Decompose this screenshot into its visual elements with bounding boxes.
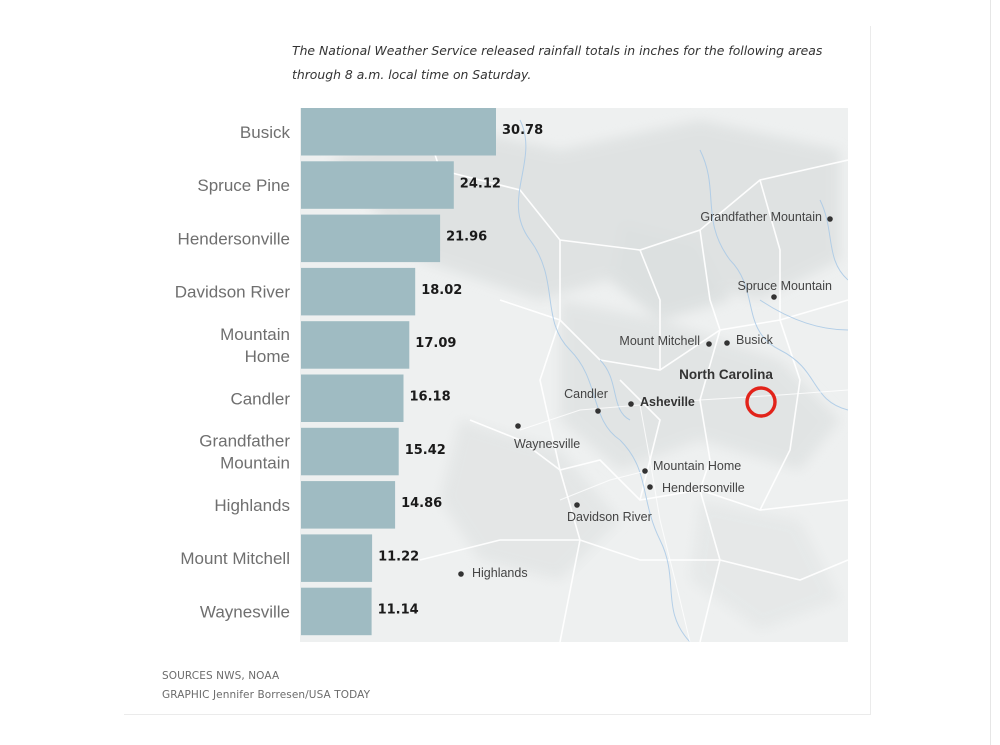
value-label: 21.96 bbox=[446, 230, 487, 245]
map-dot bbox=[706, 341, 712, 347]
value-label: 16.18 bbox=[410, 390, 451, 405]
rivers bbox=[517, 119, 848, 642]
bar bbox=[301, 481, 396, 529]
category-label: Waynesville bbox=[200, 603, 290, 622]
map-dot bbox=[647, 484, 653, 490]
map-dot bbox=[724, 340, 730, 346]
map-label-waynesville: Waynesville bbox=[514, 437, 580, 451]
category-label: Mountain bbox=[220, 325, 290, 344]
value-labels: 30.78 24.12 21.96 18.02 17.09 16.18 15.42 14.86… bbox=[378, 123, 544, 618]
category-label: Mount Mitchell bbox=[180, 549, 290, 568]
map-label-hendersonville: Hendersonville bbox=[662, 481, 745, 495]
map-label-mountain-home: Mountain Home bbox=[653, 459, 741, 473]
map-label-highlands: Highlands bbox=[472, 566, 528, 580]
map-dot bbox=[771, 294, 777, 300]
category-label: Davidson River bbox=[175, 283, 291, 302]
value-label: 24.12 bbox=[460, 176, 501, 191]
category-label: Spruce Pine bbox=[197, 176, 290, 195]
map-dot bbox=[827, 216, 833, 222]
bar bbox=[301, 374, 404, 422]
map-label-davidson-river: Davidson River bbox=[567, 510, 652, 524]
map-dot bbox=[515, 423, 521, 429]
map-label-busick: Busick bbox=[736, 333, 774, 347]
map-dot bbox=[574, 502, 580, 508]
category-label: Highlands bbox=[214, 496, 290, 515]
map-label-grandfather-mountain: Grandfather Mountain bbox=[700, 210, 822, 224]
graphic-credit: GRAPHIC Jennifer Borresen/USA TODAY bbox=[162, 689, 371, 701]
page-divider bbox=[990, 0, 991, 745]
bar bbox=[301, 534, 373, 582]
map-label-spruce-mountain: Spruce Mountain bbox=[737, 279, 832, 293]
sources-credit: SOURCES NWS, NOAA bbox=[162, 670, 280, 682]
value-label: 15.42 bbox=[405, 443, 446, 458]
value-label: 17.09 bbox=[415, 336, 456, 351]
bar bbox=[301, 587, 372, 636]
bar bbox=[301, 161, 454, 209]
terrain-map bbox=[300, 108, 848, 642]
bar bbox=[301, 427, 399, 476]
chart-subtitle: The National Weather Service released ra… bbox=[292, 43, 823, 82]
bar bbox=[301, 321, 410, 369]
category-label: Hendersonville bbox=[178, 229, 290, 248]
bar bbox=[301, 214, 441, 263]
map-labels: Grandfather Mountain Spruce Mountain Mou… bbox=[458, 210, 833, 580]
value-label: 14.86 bbox=[401, 496, 442, 511]
category-labels: Busick Spruce Pine Hendersonville Davidson … bbox=[175, 123, 291, 622]
category-label: Home bbox=[245, 347, 290, 366]
map-dot bbox=[595, 408, 601, 414]
map-label-asheville: Asheville bbox=[640, 395, 695, 409]
bar bbox=[301, 108, 496, 156]
map-dot bbox=[458, 571, 464, 577]
category-label: Candler bbox=[230, 389, 290, 408]
value-label: 11.14 bbox=[378, 603, 419, 618]
map-dot bbox=[628, 401, 634, 407]
category-label: Grandfather bbox=[199, 432, 290, 451]
map-dot bbox=[642, 468, 648, 474]
value-label: 30.78 bbox=[502, 123, 543, 138]
category-label: Mountain bbox=[220, 454, 290, 473]
roads bbox=[519, 389, 848, 642]
state-label: North Carolina bbox=[679, 367, 773, 382]
bar-series bbox=[301, 108, 496, 636]
highlight-circle-marker bbox=[745, 386, 777, 418]
map-label-mount-mitchell: Mount Mitchell bbox=[619, 334, 700, 348]
category-label: Busick bbox=[240, 123, 291, 142]
map-label-candler: Candler bbox=[564, 387, 608, 401]
terrain-shading bbox=[330, 120, 840, 630]
bar bbox=[301, 267, 416, 316]
value-label: 18.02 bbox=[421, 283, 462, 298]
value-label: 11.22 bbox=[378, 549, 419, 564]
